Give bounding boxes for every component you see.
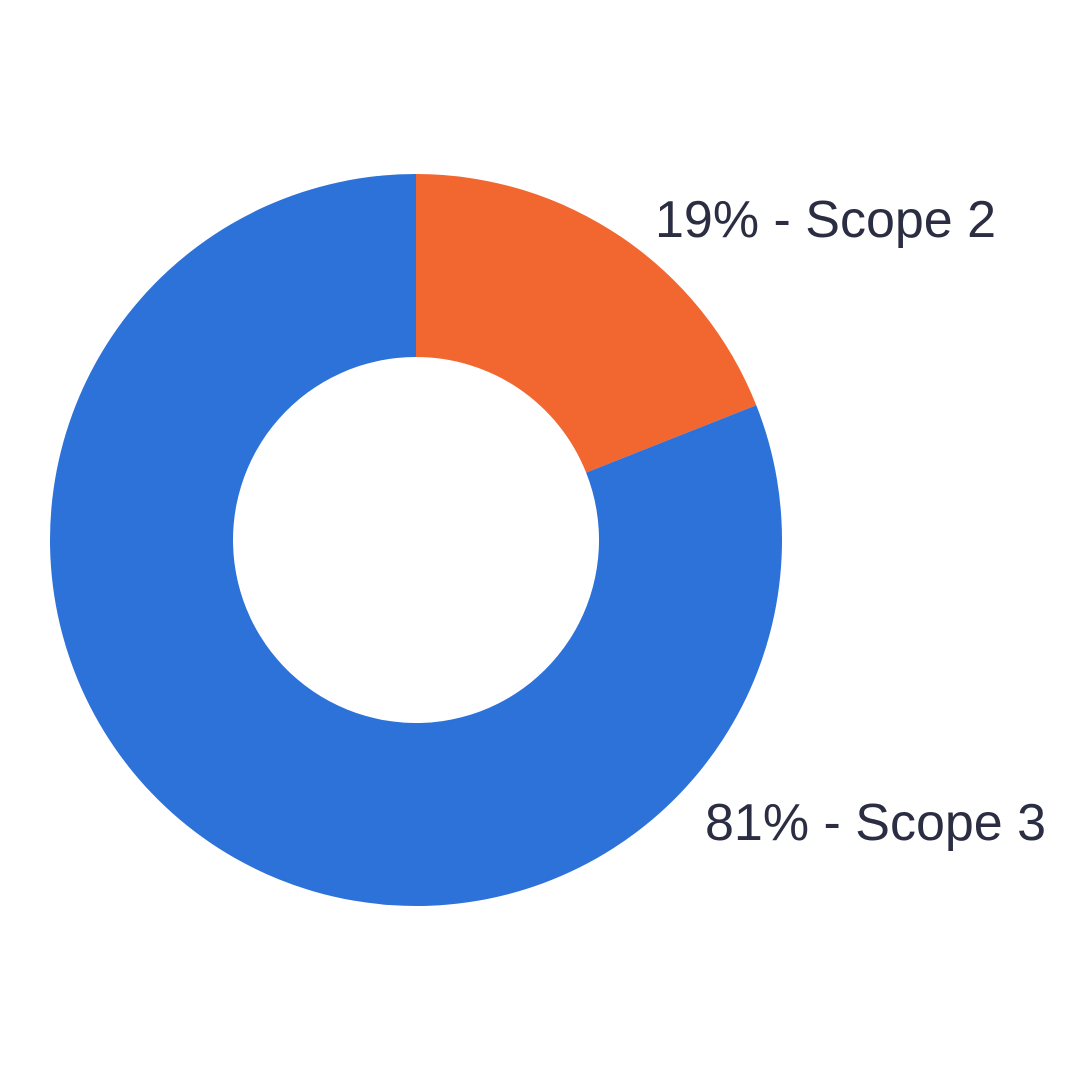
slices-group bbox=[50, 174, 783, 906]
slice-label-scope-3: 81% - Scope 3 bbox=[705, 794, 1046, 852]
slice-label-scope-2: 19% - Scope 2 bbox=[655, 191, 996, 249]
slice-scope-3 bbox=[50, 174, 783, 906]
slice-scope-2 bbox=[416, 174, 757, 473]
labels-group: 19% - Scope 2 81% - Scope 3 bbox=[655, 191, 1046, 852]
